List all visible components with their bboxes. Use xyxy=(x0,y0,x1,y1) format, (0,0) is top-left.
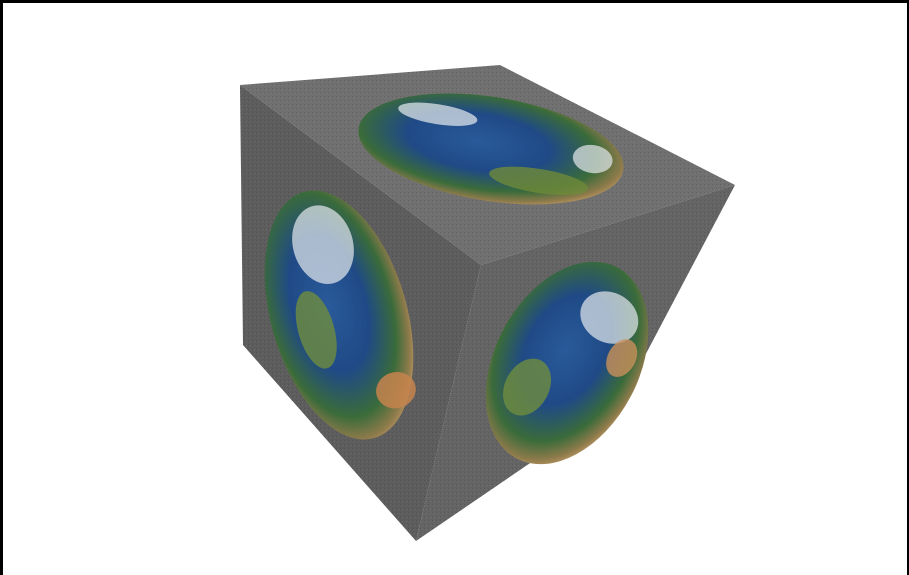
earth-left xyxy=(264,190,416,440)
cube-scene xyxy=(240,65,735,541)
earth-top xyxy=(358,93,624,205)
earth-right xyxy=(485,261,649,465)
